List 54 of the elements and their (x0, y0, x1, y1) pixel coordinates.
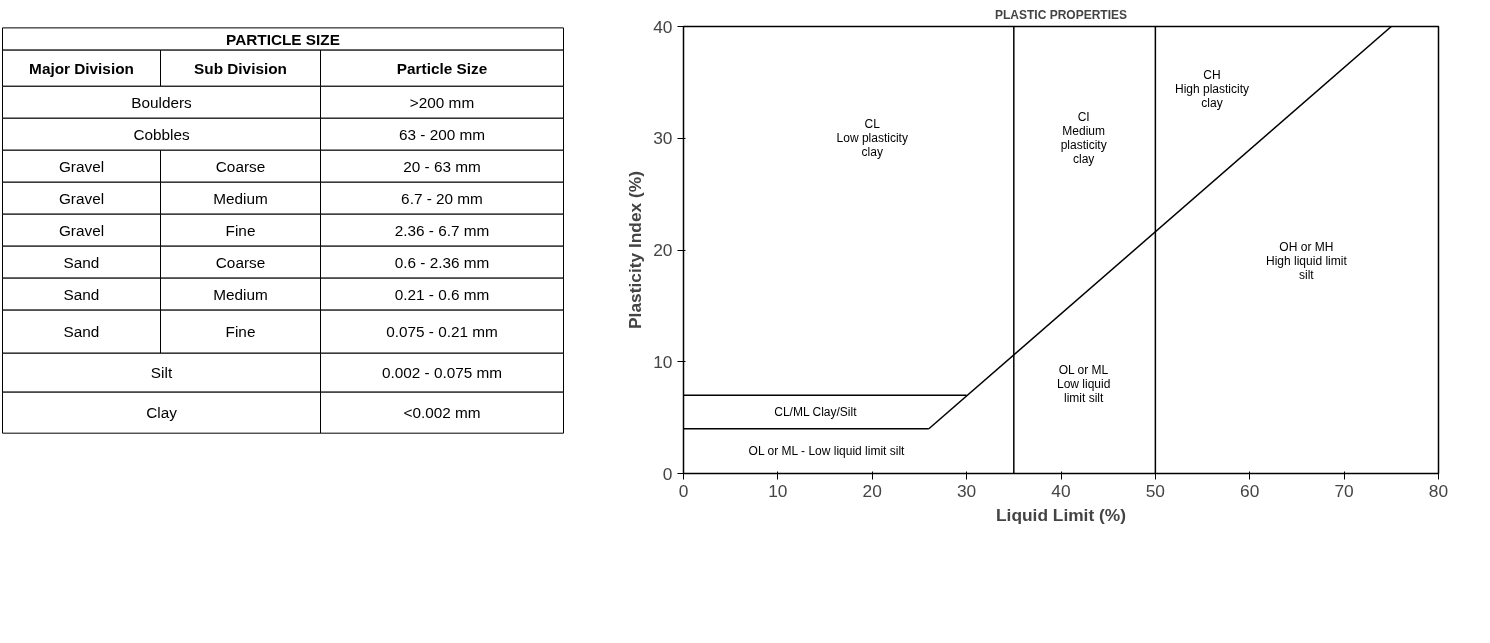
text: 0.002 - 0.075 mm (381, 364, 503, 382)
x-axis-title: Liquid Limit (%) (996, 504, 1126, 525)
x-tick-label: 60 (1240, 480, 1260, 501)
text: Sand (63, 323, 100, 341)
text: Silt (150, 364, 173, 382)
text: Boulders (131, 93, 193, 111)
annotation: CL Low plasticity clay (836, 117, 908, 160)
text: Gravel (58, 221, 105, 239)
y-tick-label: 30 (653, 128, 673, 149)
text: Fine (225, 323, 256, 341)
text: Sand (63, 253, 100, 271)
text: Particle Size (396, 59, 488, 77)
text: >200 mm (409, 93, 475, 111)
annotation: OL or ML - Low liquid limit silt (748, 444, 906, 459)
text: 63 - 200 mm (398, 125, 486, 143)
y-tick-label: 40 (653, 16, 673, 37)
chart-title: PLASTIC PROPERTIES (994, 7, 1128, 22)
text: PARTICLE SIZE (226, 30, 340, 48)
x-tick-label: 0 (678, 480, 689, 501)
annotation: CH High plasticity clay (1174, 68, 1250, 111)
text: 20 - 63 mm (403, 157, 481, 175)
x-tick-label: 30 (956, 480, 977, 501)
y-axis-title: Plasticity Index (%) (625, 171, 646, 329)
text: 0.075 - 0.21 mm (386, 323, 498, 341)
text: Medium (213, 189, 268, 207)
text: Sub Division (194, 59, 287, 77)
text: Cobbles (133, 125, 190, 143)
x-tick-label: 50 (1145, 480, 1166, 501)
text: 6.7 - 20 mm (401, 189, 483, 207)
annotation: OH or MH High liquid limit silt (1266, 240, 1348, 283)
text: 2.36 - 6.7 mm (394, 221, 490, 239)
text: Clay (146, 404, 178, 422)
x-tick-label: 70 (1334, 480, 1354, 501)
text: Medium (213, 285, 268, 303)
text: Coarse (215, 253, 266, 271)
x-tick-label: 80 (1428, 480, 1449, 501)
annotation: CL/ML Clay/Silt (774, 405, 858, 420)
annotation: CI Medium plasticity clay (1060, 110, 1107, 167)
text: Gravel (58, 189, 105, 207)
y-tick-label: 10 (653, 351, 673, 372)
text: 0.6 - 2.36 mm (394, 253, 490, 271)
text: Sand (63, 285, 100, 303)
annotation: OL or ML Low liquid limit silt (1056, 363, 1111, 406)
text: <0.002 mm (403, 404, 481, 422)
x-tick-label: 10 (768, 480, 788, 501)
text: Coarse (215, 157, 266, 175)
text: 0.21 - 0.6 mm (394, 285, 490, 303)
text: Fine (225, 221, 256, 239)
x-tick-label: 20 (862, 480, 882, 501)
text: Gravel (58, 157, 105, 175)
y-tick-label: 0 (662, 463, 673, 484)
text: Major Division (29, 59, 134, 77)
y-tick-label: 20 (653, 240, 673, 260)
x-tick-label: 40 (1051, 480, 1071, 501)
